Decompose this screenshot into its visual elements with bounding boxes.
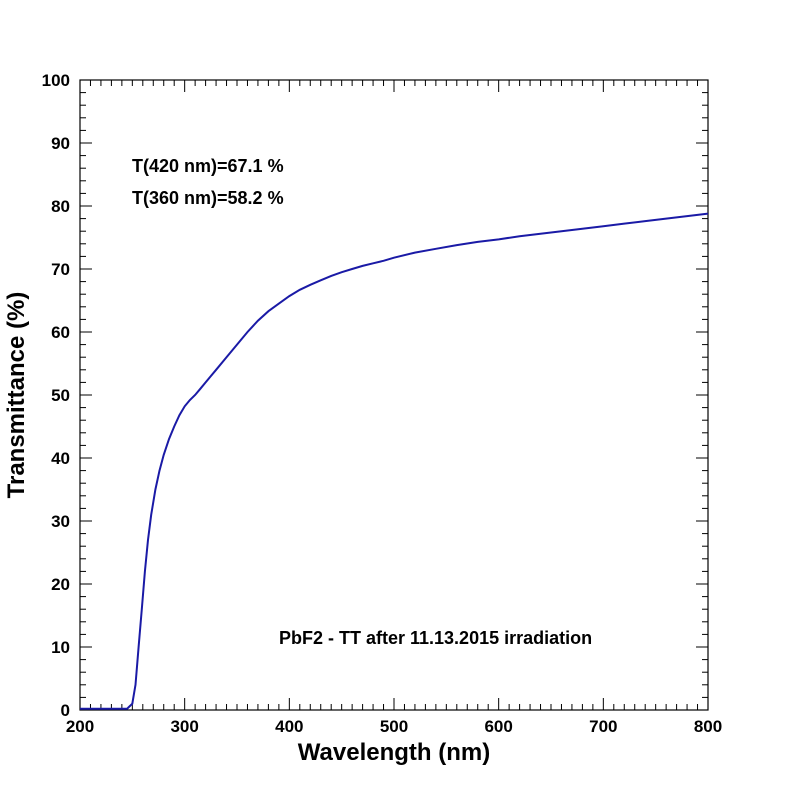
annotation-t360: T(360 nm)=58.2 %: [132, 188, 284, 208]
x-tick-label: 300: [170, 717, 198, 736]
x-tick-label: 700: [589, 717, 617, 736]
x-tick-label: 800: [694, 717, 722, 736]
x-axis-title: Wavelength (nm): [298, 739, 490, 766]
y-tick-label: 100: [42, 71, 70, 90]
y-tick-label: 50: [51, 386, 70, 405]
tick-labels: 200 300 400 500 600 700 800 0 10 20 30 40 50 60 70 80 90…: [42, 71, 723, 736]
x-tick-label: 500: [380, 717, 408, 736]
y-axis-title: Transmittance (%): [3, 292, 30, 499]
axis-ticks: [79, 79, 709, 711]
y-tick-label: 90: [51, 134, 70, 153]
annotation-sample: PbF2 - TT after 11.13.2015 irradiation: [279, 628, 592, 648]
y-tick-label: 60: [51, 323, 70, 342]
y-tick-label: 70: [51, 260, 70, 279]
y-tick-label: 20: [51, 575, 70, 594]
y-tick-label: 0: [61, 701, 70, 720]
x-tick-label: 200: [66, 717, 94, 736]
y-tick-label: 10: [51, 638, 70, 657]
y-tick-label: 40: [51, 449, 70, 468]
annotation-t420: T(420 nm)=67.1 %: [132, 156, 284, 176]
y-tick-label: 80: [51, 197, 70, 216]
x-tick-label: 400: [275, 717, 303, 736]
x-tick-label: 600: [484, 717, 512, 736]
transmittance-curve: [80, 212, 709, 710]
y-tick-label: 30: [51, 512, 70, 531]
